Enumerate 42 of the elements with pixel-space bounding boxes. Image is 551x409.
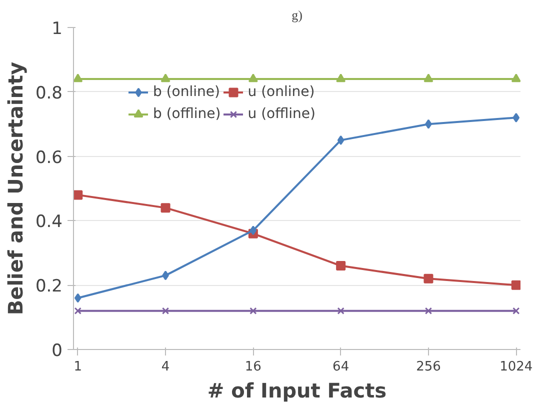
point xyxy=(74,190,83,200)
x-tick-label: 4 xyxy=(161,360,170,374)
legend-label: u (online) xyxy=(248,84,315,100)
point xyxy=(424,307,432,314)
point xyxy=(248,74,258,82)
legend-label: b (online) xyxy=(153,84,220,100)
point xyxy=(250,307,257,314)
point xyxy=(425,119,432,129)
y-tick-label: 0.2 xyxy=(35,276,63,297)
point xyxy=(511,280,520,290)
point xyxy=(336,74,346,82)
point xyxy=(512,307,520,314)
point xyxy=(160,203,170,213)
x-tick-label: 1 xyxy=(74,360,82,374)
x-tick-label: 16 xyxy=(244,360,262,374)
chart-title: g) xyxy=(292,8,302,22)
point xyxy=(512,112,520,122)
y-tick-label: 0.8 xyxy=(35,83,63,104)
x-tick-label: 64 xyxy=(332,360,350,374)
point xyxy=(336,261,346,271)
point xyxy=(337,307,344,314)
legend-label: u (offline) xyxy=(248,106,316,122)
point xyxy=(337,135,344,145)
x-tick-label: 1024 xyxy=(500,360,533,374)
point xyxy=(160,74,170,82)
x-tick-label: 256 xyxy=(416,360,441,374)
point xyxy=(74,293,82,303)
point xyxy=(74,74,83,82)
y-tick-label: 0 xyxy=(52,341,63,361)
y-tick-label: 0.4 xyxy=(35,212,63,232)
point xyxy=(250,226,257,236)
legend-label: b (offline) xyxy=(153,106,221,122)
point xyxy=(424,74,434,82)
point xyxy=(424,274,434,284)
point xyxy=(511,74,520,82)
point xyxy=(162,270,169,280)
point xyxy=(74,307,82,314)
y-tick-label: 0.6 xyxy=(35,148,63,168)
y-tick-label: 1 xyxy=(52,19,63,39)
y-axis-title: Belief and Uncertainty xyxy=(3,62,28,316)
x-axis-title: # of Input Facts xyxy=(207,378,387,402)
point xyxy=(162,307,170,314)
